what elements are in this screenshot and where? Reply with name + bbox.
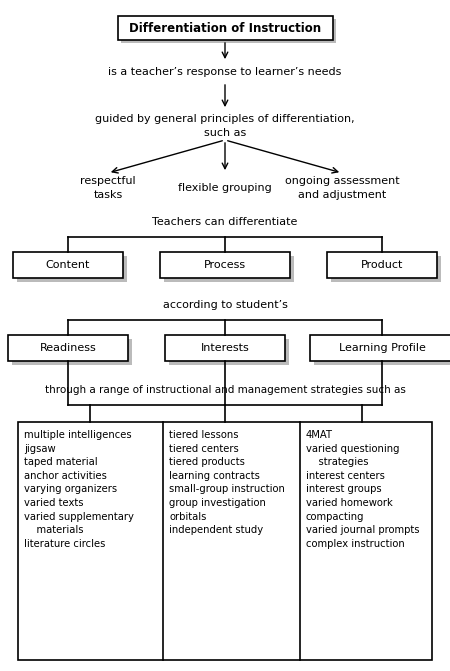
Bar — [17, 256, 127, 282]
Bar — [12, 339, 132, 365]
Text: ongoing assessment
and adjustment: ongoing assessment and adjustment — [285, 176, 399, 199]
Bar — [8, 335, 128, 361]
Bar — [164, 256, 294, 282]
Bar — [13, 252, 123, 278]
Text: Interests: Interests — [201, 343, 249, 353]
Text: Readiness: Readiness — [40, 343, 96, 353]
Bar — [169, 339, 289, 365]
Text: Product: Product — [361, 260, 403, 270]
Text: tiered lessons
tiered centers
tiered products
learning contracts
small-group ins: tiered lessons tiered centers tiered pro… — [169, 430, 285, 535]
Bar — [165, 335, 285, 361]
Bar — [331, 256, 441, 282]
Bar — [160, 252, 290, 278]
Text: guided by general principles of differentiation,
such as: guided by general principles of differen… — [95, 114, 355, 138]
Text: respectful
tasks: respectful tasks — [80, 176, 136, 199]
Text: 4MAT
varied questioning
    strategies
interest centers
interest groups
varied h: 4MAT varied questioning strategies inter… — [306, 430, 419, 549]
Text: flexible grouping: flexible grouping — [178, 183, 272, 193]
Text: is a teacher’s response to learner’s needs: is a teacher’s response to learner’s nee… — [108, 67, 342, 77]
Text: Differentiation of Instruction: Differentiation of Instruction — [129, 21, 321, 34]
Bar — [314, 339, 450, 365]
Bar — [121, 19, 336, 43]
Bar — [117, 16, 333, 40]
Text: multiple intelligences
jigsaw
taped material
anchor activities
varying organizer: multiple intelligences jigsaw taped mate… — [24, 430, 134, 549]
Text: Process: Process — [204, 260, 246, 270]
Text: Teachers can differentiate: Teachers can differentiate — [152, 217, 298, 227]
Text: according to student’s: according to student’s — [162, 300, 288, 310]
Bar — [18, 422, 432, 660]
Bar — [310, 335, 450, 361]
Text: through a range of instructional and management strategies such as: through a range of instructional and man… — [45, 385, 405, 395]
Text: Learning Profile: Learning Profile — [338, 343, 425, 353]
Bar — [327, 252, 437, 278]
Text: Content: Content — [46, 260, 90, 270]
